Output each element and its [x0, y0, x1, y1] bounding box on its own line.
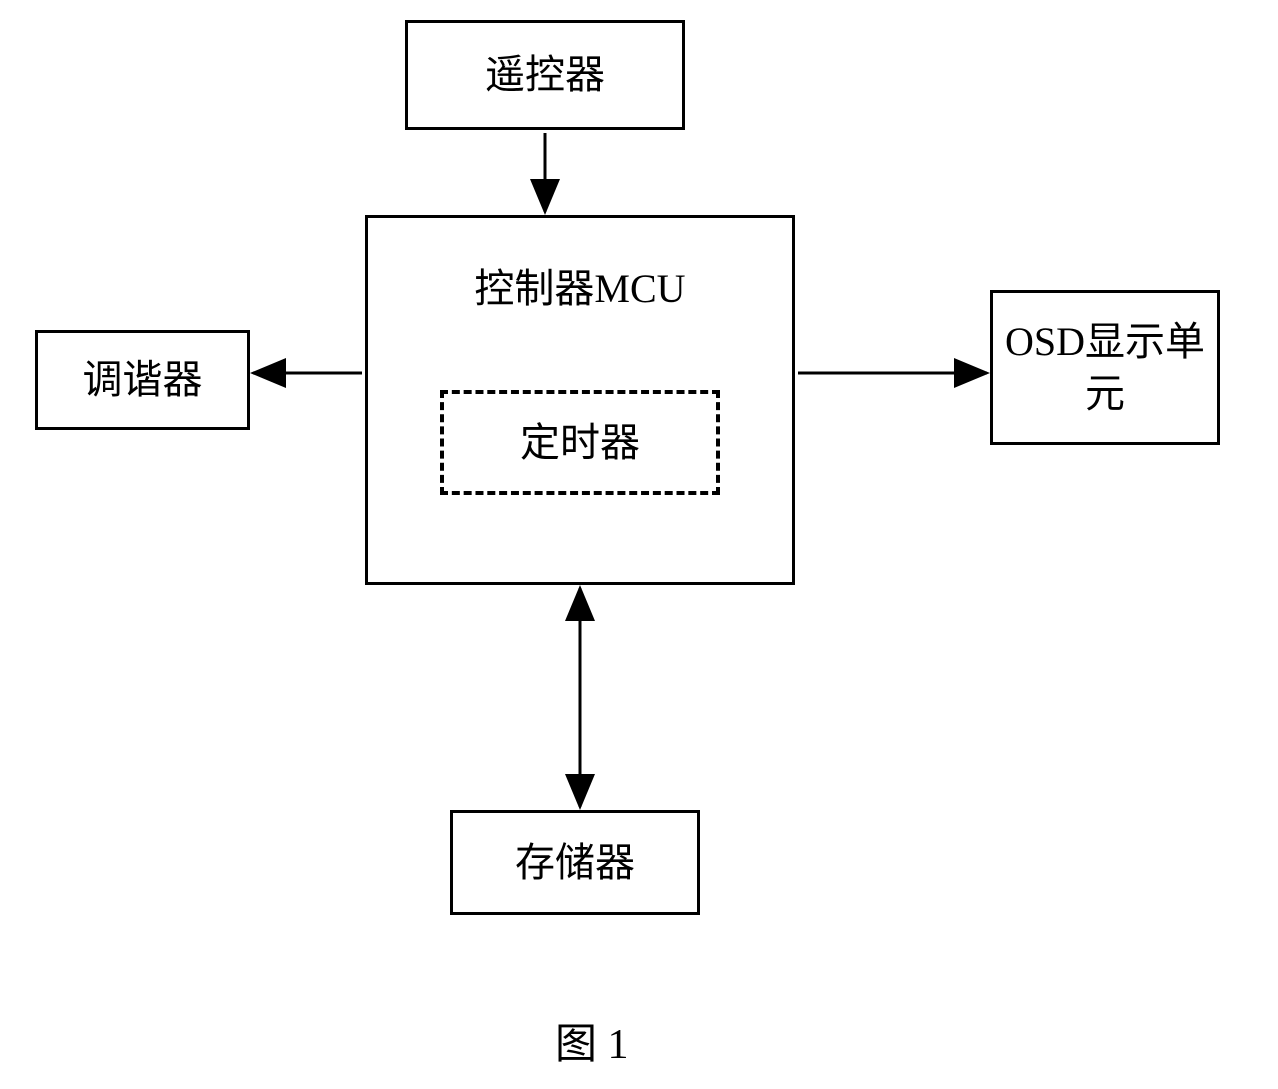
node-remote: 遥控器 — [405, 20, 685, 130]
figure-caption: 图 1 — [555, 1010, 629, 1071]
node-tuner-label: 调谐器 — [83, 354, 203, 406]
node-remote-label: 遥控器 — [485, 49, 605, 101]
block-diagram: 遥控器 调谐器 控制器MCU 定时器 OSD显示单元 存储器 图 1 — [0, 0, 1278, 1089]
node-memory-label: 存储器 — [515, 837, 635, 889]
node-memory: 存储器 — [450, 810, 700, 915]
node-tuner: 调谐器 — [35, 330, 250, 430]
node-osd-label: OSD显示单元 — [993, 316, 1217, 420]
node-mcu-label: 控制器MCU — [474, 263, 685, 315]
node-timer: 定时器 — [440, 390, 720, 495]
node-timer-label: 定时器 — [520, 417, 640, 469]
node-osd: OSD显示单元 — [990, 290, 1220, 445]
